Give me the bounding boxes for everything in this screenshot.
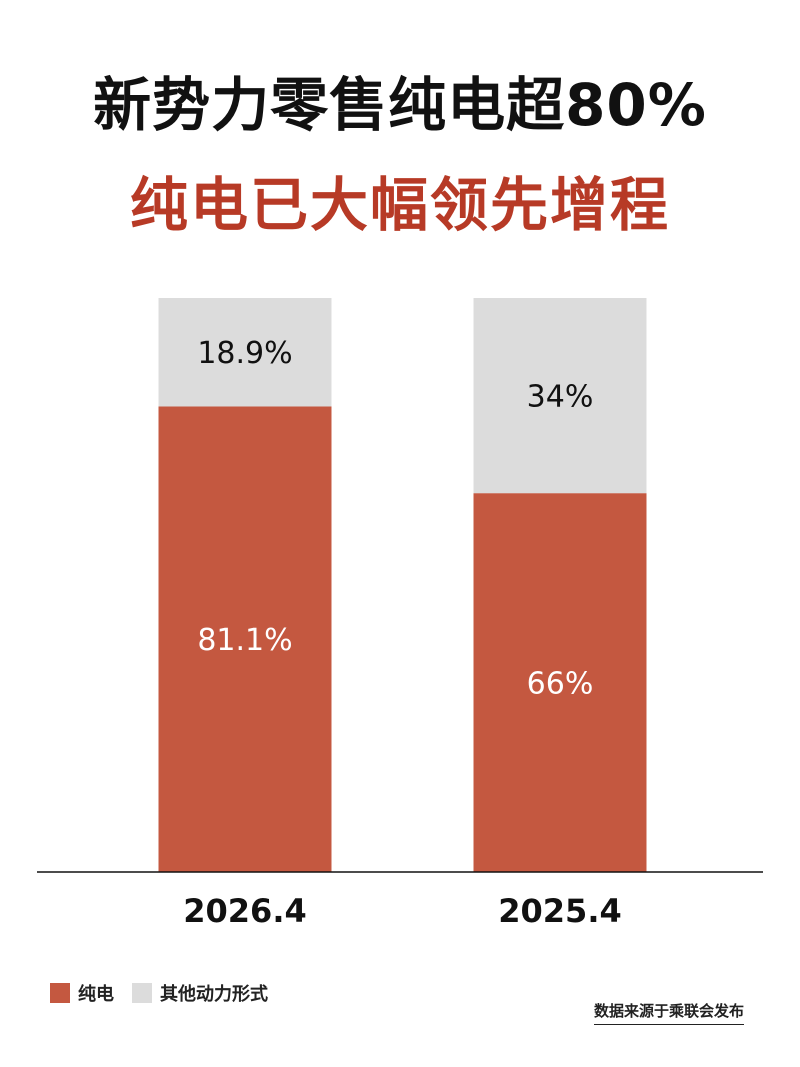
x-tick-label-1: 2025.4	[498, 892, 621, 930]
legend-label-ev: 纯电	[78, 984, 114, 1005]
bar-segment-ev-0	[158, 406, 332, 872]
data-label-other-1: 34%	[527, 380, 594, 415]
legend-swatch-other	[132, 983, 152, 1003]
legend-swatch-ev	[50, 983, 70, 1003]
bar-segment-other-1	[473, 298, 647, 494]
legend-item-ev: 纯电	[50, 980, 114, 1006]
legend-label-other: 其他动力形式	[160, 984, 268, 1005]
chart-title: 新势力零售纯电超80%	[93, 71, 707, 139]
legend: 纯电 其他动力形式	[50, 980, 286, 1006]
data-label-ev-1: 66%	[527, 667, 594, 702]
data-label-other-0: 18.9%	[197, 336, 292, 371]
data-source-note: 数据来源于乘联会发布	[593, 1000, 744, 1025]
bar-segment-ev-1	[473, 493, 647, 872]
chart-subtitle: 纯电已大幅领先增程	[129, 171, 670, 239]
x-tick-label-0: 2026.4	[183, 892, 306, 930]
data-label-ev-0: 81.1%	[197, 623, 292, 658]
legend-item-other: 其他动力形式	[132, 980, 268, 1006]
bar-segment-other-0	[158, 298, 332, 407]
